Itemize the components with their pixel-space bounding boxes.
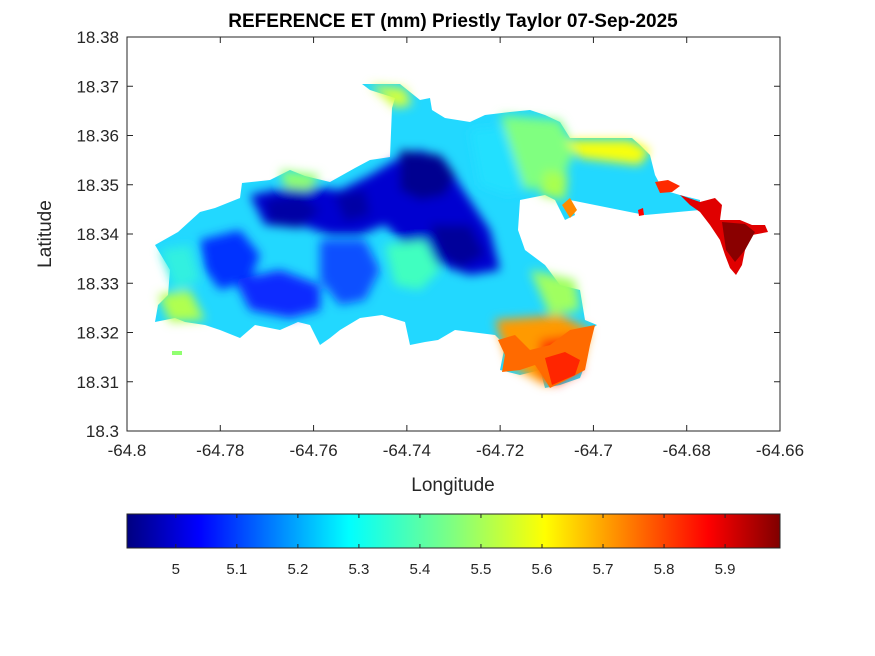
zone-cyan-mid — [385, 240, 440, 290]
y-tick-label: 18.32 — [76, 324, 119, 343]
colorbar-tick-label: 5 — [172, 561, 180, 578]
zone-green-north — [500, 115, 575, 190]
y-tick-label: 18.37 — [76, 77, 119, 96]
colorbar-tick-label: 5.3 — [348, 561, 369, 578]
colorbar-tick-label: 5.2 — [287, 561, 308, 578]
islet-ne-2 — [655, 180, 680, 193]
islet-west — [172, 351, 182, 355]
zone-yellow-ne — [565, 140, 650, 165]
zone-blue-central — [320, 240, 380, 305]
y-axis-label: Latitude — [35, 200, 56, 268]
x-tick-label: -64.74 — [383, 441, 431, 460]
y-tick-label: 18.33 — [76, 274, 119, 293]
colorbar-tick-label: 5.9 — [715, 561, 736, 578]
colorbar-tick-label: 5.5 — [471, 561, 492, 578]
y-tick-label: 18.36 — [76, 127, 119, 146]
islet-ne-3 — [638, 208, 644, 216]
zone-navy-3 — [265, 195, 320, 228]
zone-green-east — [530, 270, 580, 315]
zone-navy-2 — [430, 225, 485, 268]
y-tick-label: 18.35 — [76, 176, 119, 195]
colorbar-tick-label: 5.6 — [532, 561, 553, 578]
x-tick-label: -64.68 — [663, 441, 711, 460]
x-tick-label: -64.76 — [289, 441, 337, 460]
x-tick-label: -64.78 — [196, 441, 244, 460]
zone-green-sw — [280, 170, 320, 190]
zone-green-ne — [540, 170, 568, 200]
zone-cyan-west — [160, 245, 200, 290]
island-east-core — [722, 222, 755, 262]
x-axis-ticks: -64.8 -64.78 -64.76 -64.74 -64.72 -64.7 -64.68… — [108, 37, 804, 460]
zone-navy — [400, 150, 455, 200]
x-tick-label: -64.7 — [574, 441, 613, 460]
island-se-tip — [545, 352, 580, 385]
heatmap-layer — [155, 84, 768, 388]
colorbar-tick-label: 5.7 — [593, 561, 614, 578]
x-tick-label: -64.72 — [476, 441, 524, 460]
y-tick-label: 18.3 — [86, 422, 119, 441]
colorbar-tick-label: 5.8 — [654, 561, 675, 578]
y-tick-label: 18.31 — [76, 373, 119, 392]
colorbar-tick-label: 5.1 — [226, 561, 247, 578]
chart-title: REFERENCE ET (mm) Priestly Taylor 07-Sep… — [228, 11, 678, 32]
zone-yellow-north — [370, 85, 412, 108]
colorbar-tick-label: 5.4 — [410, 561, 431, 578]
colorbar — [126, 513, 781, 549]
islet-ne-1 — [562, 198, 577, 218]
zone-blue-west — [200, 230, 260, 290]
x-axis-label: Longitude — [411, 475, 494, 496]
x-tick-label: -64.8 — [108, 441, 147, 460]
zone-green-west — [158, 290, 205, 322]
zone-navy-4 — [335, 190, 370, 222]
colorbar-ticks: 5 5.1 5.2 5.3 5.4 5.5 5.6 5.7 5.8 5.9 — [172, 514, 736, 578]
y-tick-label: 18.38 — [76, 28, 119, 47]
x-tick-label: -64.66 — [756, 441, 804, 460]
zone-blue-south — [235, 270, 320, 318]
y-tick-label: 18.34 — [76, 225, 119, 244]
y-axis-ticks: 18.3 18.31 18.32 18.33 18.34 18.35 18.36 18.37 1… — [76, 28, 780, 441]
